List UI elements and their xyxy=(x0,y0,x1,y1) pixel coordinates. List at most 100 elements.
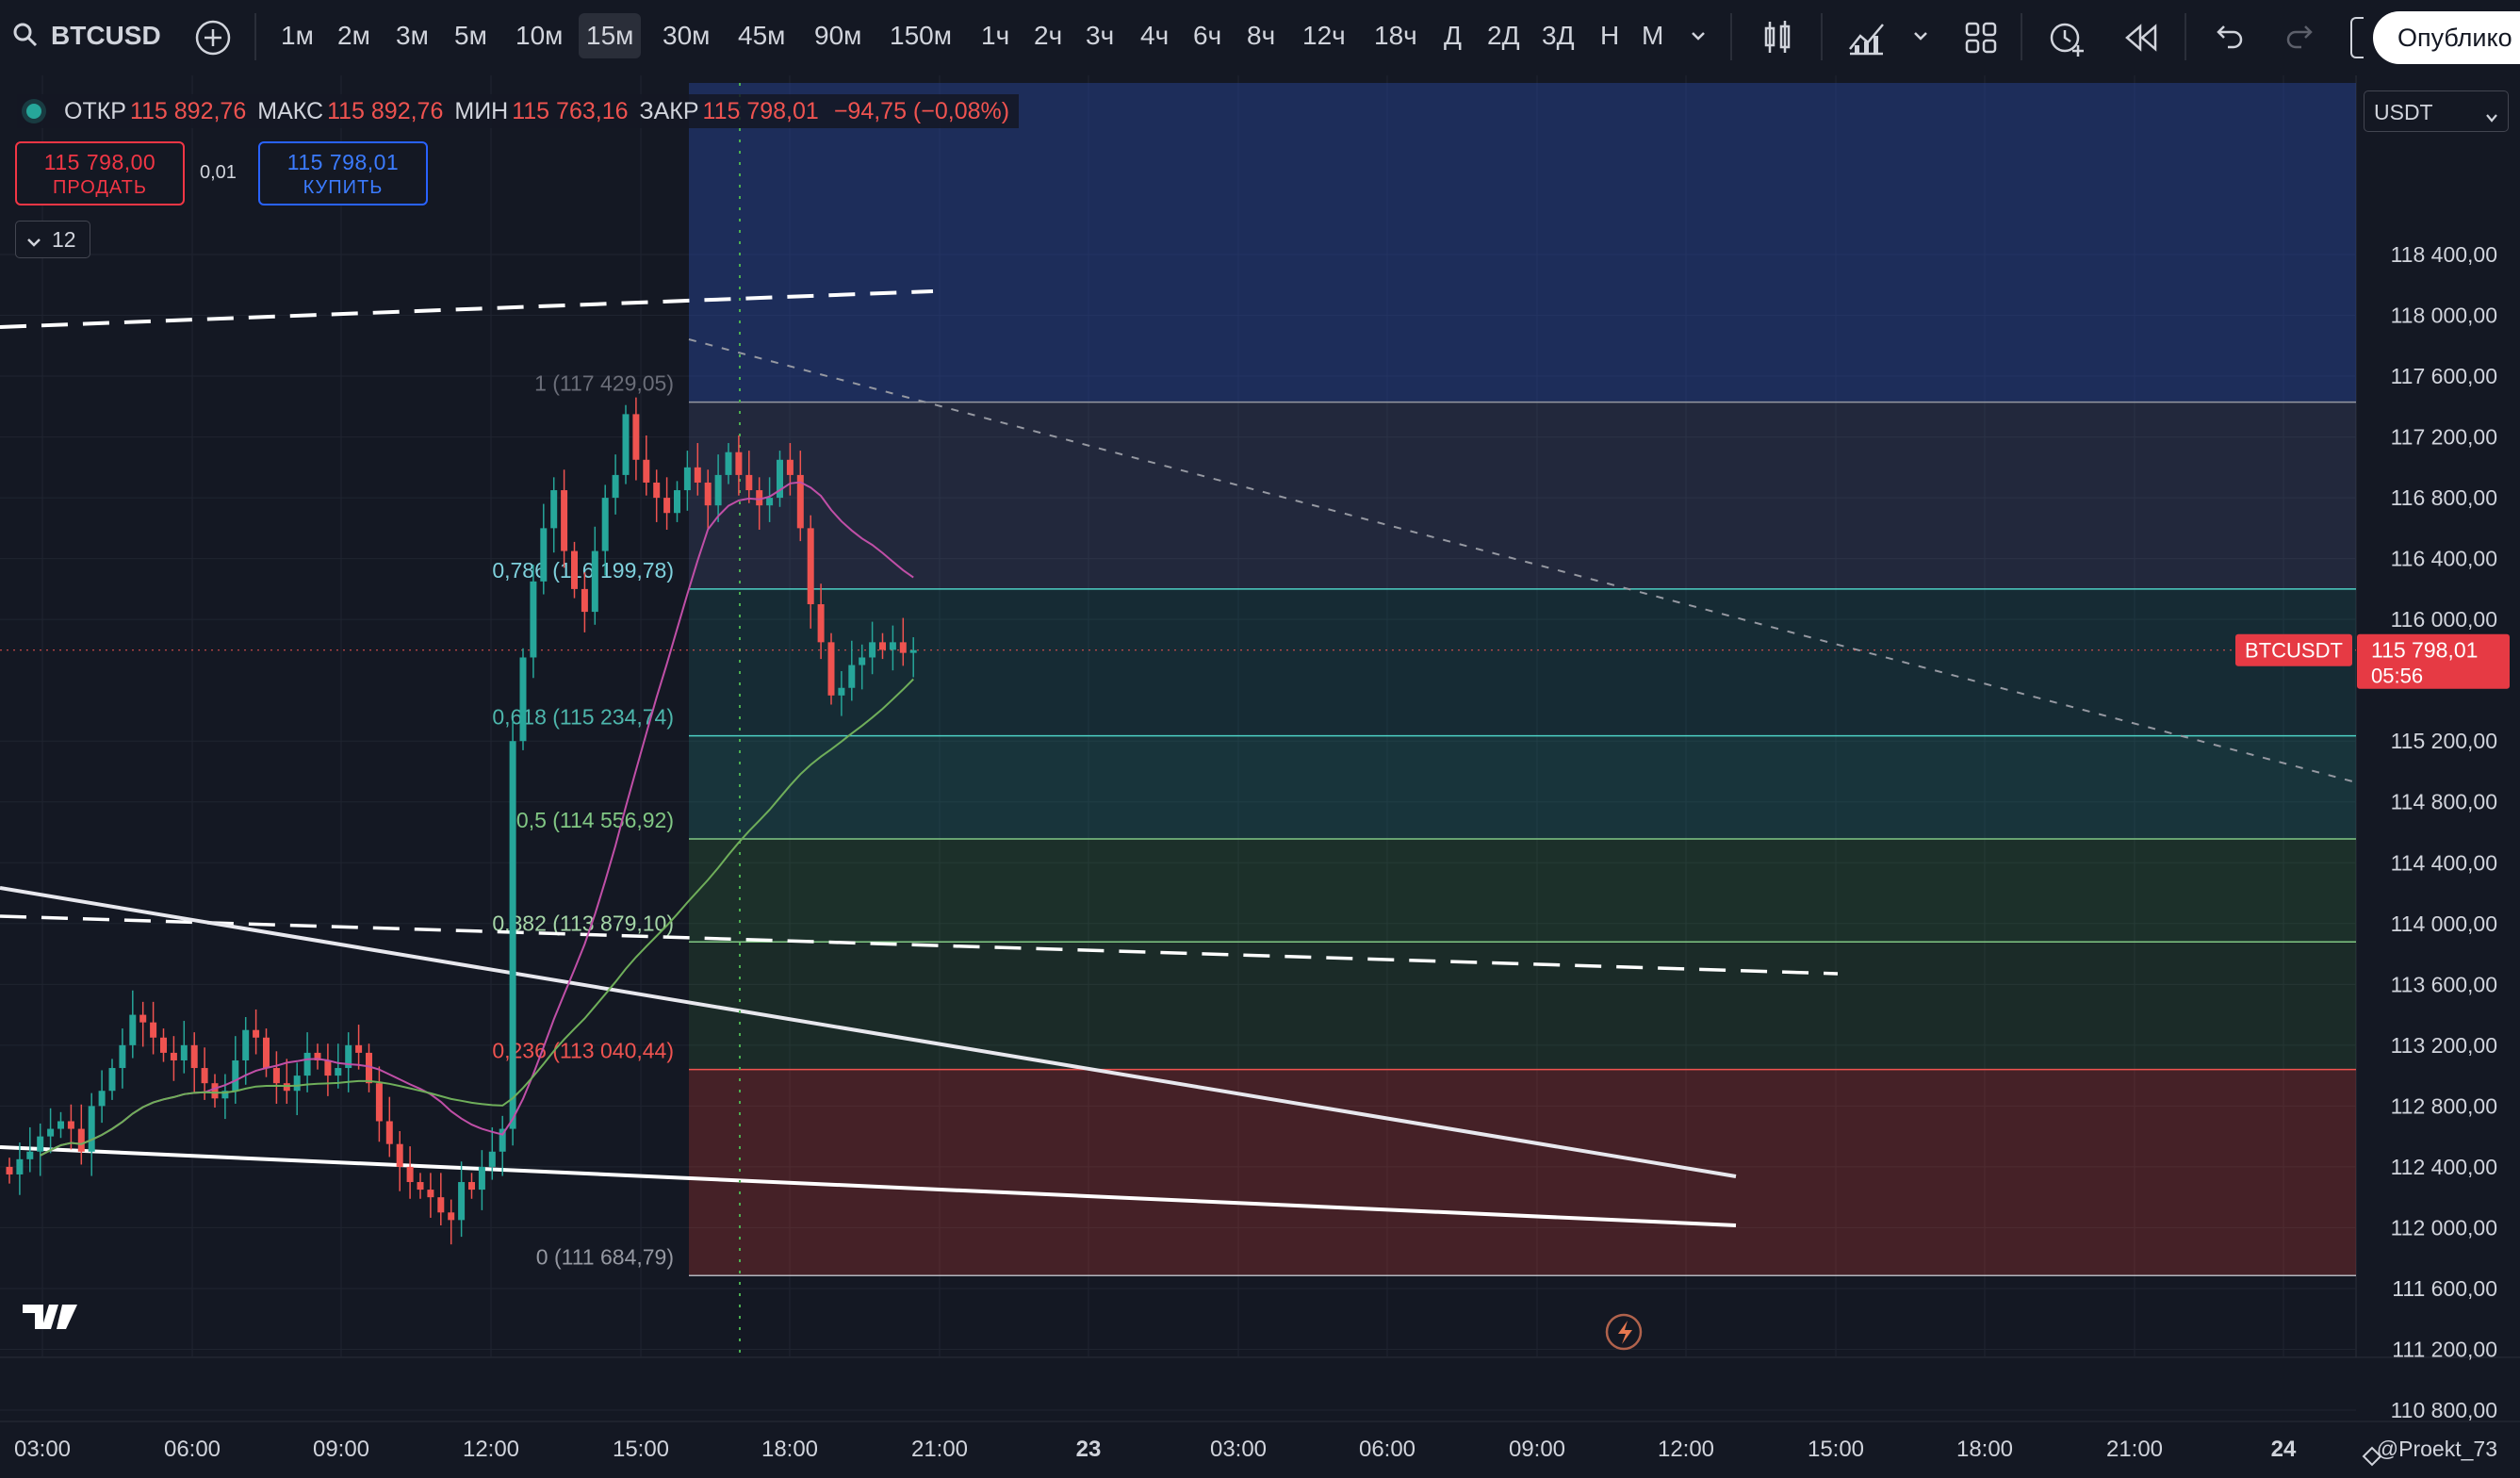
chevron-down-icon[interactable] xyxy=(2485,105,2498,123)
symbol-tag xyxy=(2235,633,2352,666)
interval-18ч[interactable]: 18ч xyxy=(1374,21,1417,50)
publish-button[interactable]: Опублико xyxy=(2373,11,2520,64)
candle-body xyxy=(899,642,907,653)
interval-45м[interactable]: 45м xyxy=(738,21,786,50)
interval-90м[interactable]: 90м xyxy=(814,21,862,50)
fib-level-label: 0,5 (114 556,92) xyxy=(516,808,674,832)
market-status-icon[interactable] xyxy=(26,104,41,119)
dashed-resistance-line[interactable] xyxy=(0,289,934,329)
price-axis-label: 111 600,00 xyxy=(2392,1276,2497,1301)
candle-body xyxy=(190,1044,198,1069)
candles[interactable] xyxy=(6,397,917,1245)
price-axis[interactable]: 118 400,00 118 000,00 117 600,00 117 200,00… xyxy=(2235,242,2510,1422)
interval-3ч[interactable]: 3ч xyxy=(1086,21,1115,50)
legend-label: ЗАКР xyxy=(639,97,699,124)
trend-lines[interactable] xyxy=(0,83,2357,1357)
time-axis-label: 06:00 xyxy=(164,1437,221,1462)
candle-body xyxy=(519,657,527,742)
fib-level-label: 0 (111 684,79) xyxy=(536,1244,674,1269)
tradingview-logo-mark xyxy=(23,1305,77,1329)
time-axis-label: 15:00 xyxy=(613,1437,669,1462)
price-axis-label: 111 200,00 xyxy=(2392,1337,2497,1361)
redo-icon[interactable] xyxy=(2284,23,2316,51)
wedge-upper-line[interactable] xyxy=(0,886,1737,1178)
dashed-support-line[interactable] xyxy=(0,914,1839,976)
interval-2ч[interactable]: 2ч xyxy=(1034,21,1063,50)
ohlc-legend: ОТКР 115 892,76 МАКС 115 892,76 МИН 115 763,1… xyxy=(17,94,1020,128)
chevron-down-icon[interactable] xyxy=(1911,26,1930,45)
lightning-icon[interactable] xyxy=(1605,1313,1643,1351)
candle-body xyxy=(211,1083,219,1099)
indicators-icon[interactable] xyxy=(1847,19,1887,57)
interval-1ч[interactable]: 1ч xyxy=(981,21,1010,50)
symbol-search[interactable]: BTCUSD xyxy=(51,21,161,50)
candle-body xyxy=(468,1182,475,1191)
buy-button[interactable]: 115 798,01 КУПИТЬ xyxy=(258,141,428,205)
price-axis-label: 117 200,00 xyxy=(2391,425,2497,450)
sell-button[interactable]: 115 798,00 ПРОДАТЬ xyxy=(15,141,185,205)
candle-body xyxy=(683,467,691,491)
price-axis-label: 114 000,00 xyxy=(2391,911,2497,936)
candle-body xyxy=(16,1158,24,1174)
fib-retracement[interactable]: 1 (117 429,05) 0,786 (116 199,78) 0,618 (1… xyxy=(492,83,2356,1277)
interval-2м[interactable]: 2м xyxy=(337,21,370,50)
candles-icon[interactable] xyxy=(1760,19,1794,57)
chevron-down-icon[interactable] xyxy=(25,231,42,248)
candle-body xyxy=(417,1182,424,1191)
candle-body xyxy=(283,1083,290,1092)
save-icon[interactable] xyxy=(2350,17,2364,58)
author-tag: @Proekt_73 xyxy=(2377,1437,2497,1461)
chevron-down-icon[interactable] xyxy=(1689,26,1708,45)
interval-6ч[interactable]: 6ч xyxy=(1193,21,1222,50)
undo-icon[interactable] xyxy=(2213,23,2245,51)
candle-body xyxy=(272,1068,280,1084)
alert-icon[interactable] xyxy=(2047,17,2086,58)
interval-8ч[interactable]: 8ч xyxy=(1247,21,1276,50)
candle-body xyxy=(859,657,866,665)
time-axis-label: 12:00 xyxy=(463,1437,519,1462)
time-axis-label: 06:00 xyxy=(1359,1437,1415,1462)
interval-4ч[interactable]: 4ч xyxy=(1140,21,1170,50)
interval-2Д[interactable]: 2Д xyxy=(1487,21,1520,50)
candle-body xyxy=(869,642,876,658)
search-icon[interactable] xyxy=(13,23,38,47)
interval-5м[interactable]: 5м xyxy=(454,21,487,50)
price-axis-label: 114 800,00 xyxy=(2391,790,2497,814)
wedge-lower-line[interactable] xyxy=(0,1145,1737,1227)
fib-zone-extension xyxy=(689,83,2356,402)
interval-30м[interactable]: 30м xyxy=(663,21,711,50)
interval-Н[interactable]: Н xyxy=(1600,21,1620,50)
time-axis-label: 15:00 xyxy=(1808,1437,1864,1462)
symbol-tag-label: BTCUSDT xyxy=(2245,639,2343,663)
interval-10м[interactable]: 10м xyxy=(515,21,564,50)
interval-150м[interactable]: 150м xyxy=(890,21,952,50)
currency-select[interactable]: USDT xyxy=(2364,90,2509,132)
time-axis-label: 21:00 xyxy=(2106,1437,2163,1462)
chart-area[interactable]: 1 (117 429,05) 0,786 (116 199,78) 0,618 (1… xyxy=(0,75,2520,1478)
candle-body xyxy=(601,498,609,551)
interval-1м[interactable]: 1м xyxy=(281,21,314,50)
replay-icon[interactable] xyxy=(2124,23,2158,53)
interval-3м[interactable]: 3м xyxy=(396,21,429,50)
time-axis-label: 18:00 xyxy=(761,1437,818,1462)
candle-body xyxy=(530,581,537,658)
price-axis-background xyxy=(2356,75,2520,1404)
candle-body xyxy=(355,1044,363,1053)
interval-М[interactable]: М xyxy=(1642,21,1664,50)
interval-3Д[interactable]: 3Д xyxy=(1542,21,1575,50)
candle-body xyxy=(591,550,598,613)
plus-circle-icon[interactable] xyxy=(194,19,232,57)
layout-icon[interactable] xyxy=(1964,21,1998,55)
candle-body xyxy=(88,1106,95,1152)
indicators-toggle[interactable]: 12 xyxy=(15,221,90,258)
fib-zone xyxy=(689,402,2356,589)
price-axis-label: 113 600,00 xyxy=(2391,972,2497,996)
candle-body xyxy=(499,1128,506,1152)
time-axis[interactable]: 03:00 06:00 09:00 12:00 15:00 18:00 21:00 23 03:… xyxy=(14,1437,2497,1467)
interval-Д[interactable]: Д xyxy=(1444,21,1462,50)
candle-body xyxy=(612,474,619,499)
fib-level-label: 1 (117 429,05) xyxy=(534,371,674,396)
lightning-icon-bolt xyxy=(1618,1321,1632,1344)
interval-12ч[interactable]: 12ч xyxy=(1302,21,1346,50)
interval-15м[interactable]: 15м xyxy=(579,13,642,58)
